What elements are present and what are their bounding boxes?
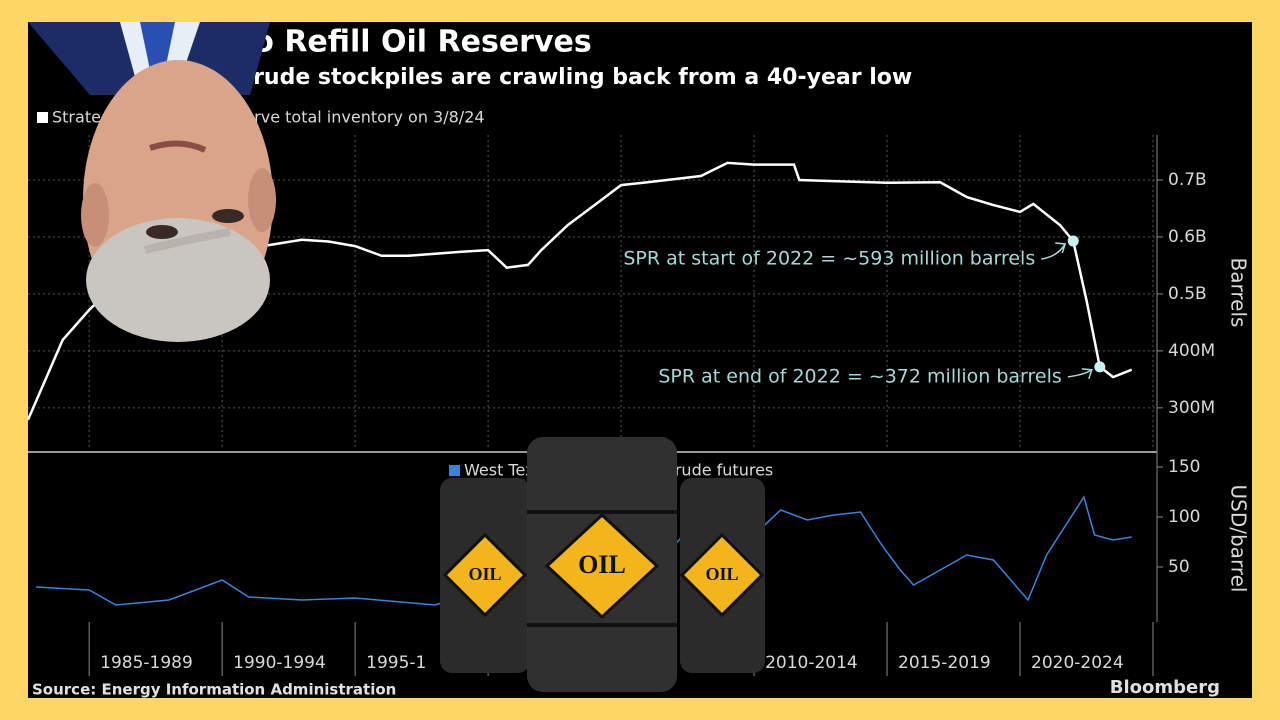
- barrels-overlay: OIL OIL OIL: [440, 437, 765, 692]
- annotation: SPR at end of 2022 = ~372 million barrel…: [658, 365, 1061, 387]
- y-tick-label: 50: [1168, 557, 1190, 577]
- annotation: SPR at start of 2022 = ~593 million barr…: [623, 247, 1035, 269]
- source: Source: Energy Information Administratio…: [32, 681, 396, 699]
- x-tick-label: 2015-2019: [898, 653, 991, 673]
- x-tick-label: 1990-1994: [233, 653, 326, 673]
- annotation-arrow: [1041, 242, 1067, 260]
- y-tick-label: 0.6B: [1168, 227, 1207, 247]
- face-overlay: [28, 22, 276, 342]
- annotation-point: [1067, 235, 1079, 247]
- y-tick-label: 0.7B: [1168, 170, 1207, 190]
- svg-text:OIL: OIL: [705, 564, 738, 584]
- y-axis-label: Barrels: [1227, 258, 1251, 328]
- svg-text:OIL: OIL: [468, 564, 501, 584]
- svg-text:OIL: OIL: [578, 550, 626, 579]
- y-tick-label: 0.5B: [1168, 284, 1207, 304]
- x-tick-label: 1985-1989: [100, 653, 193, 673]
- legend-swatch: [37, 112, 48, 123]
- y-tick-label: 400M: [1168, 341, 1215, 361]
- x-tick-label: 2020-2024: [1031, 653, 1124, 673]
- annotation-arrow: [1067, 368, 1093, 380]
- y-tick-label: 300M: [1168, 398, 1215, 418]
- chart-subtitle: cy crude stockpiles are crawling back fr…: [205, 65, 912, 90]
- y-axis-label: USD/barrel: [1227, 485, 1251, 593]
- x-tick-label: 1995-1: [366, 653, 426, 673]
- plot: 1985-1989 1990-1994 1995-1 2010-2014 2015-20…: [26, 25, 1251, 698]
- legend-swatch: [449, 465, 460, 476]
- y-tick-label: 100: [1168, 507, 1200, 527]
- x-tick-label: 2010-2014: [765, 653, 858, 673]
- y-tick-label: 150: [1168, 457, 1200, 477]
- chart-title: d to Refill Oil Reserves: [207, 25, 592, 60]
- annotation-point: [1094, 361, 1106, 373]
- credit: Bloomberg: [1110, 677, 1220, 698]
